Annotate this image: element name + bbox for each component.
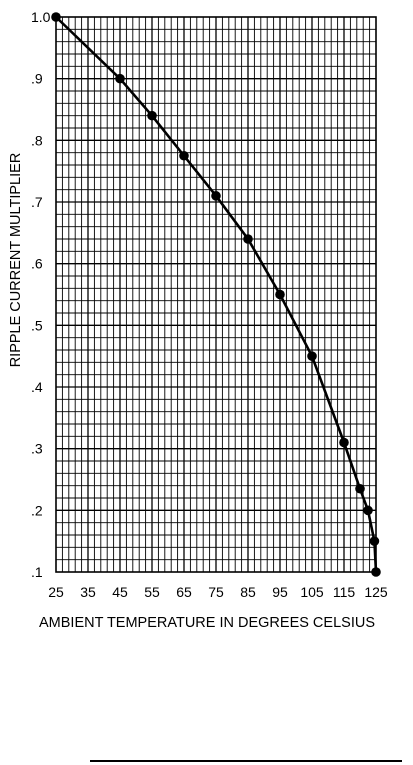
y-tick-label: .6 [31,256,43,272]
data-point [211,191,221,201]
data-point [243,234,253,244]
data-point [179,150,189,161]
data-point [355,483,365,494]
data-points [51,12,381,577]
data-point [371,567,381,577]
plot-border [55,16,377,573]
data-point [51,12,61,22]
x-tick-label: 125 [364,584,388,600]
x-tick-label: 75 [208,584,224,600]
y-tick-label: .5 [31,317,43,333]
plot-frame [55,16,377,573]
x-tick-label: 105 [300,584,324,600]
y-tick-labels: .1 .2 .3 .4 .5 .6 .7 .8 .9 1.0 [31,9,51,580]
divider-rule [90,760,402,762]
x-tick-label: 45 [112,584,128,600]
data-point [339,437,349,448]
y-tick-label: .1 [31,564,43,580]
y-tick-label: .2 [31,502,43,518]
x-tick-label: 55 [144,584,160,600]
data-point [363,505,373,516]
x-tick-label: 25 [48,584,64,600]
y-tick-label: .7 [31,194,43,210]
x-tick-label: 35 [80,584,96,600]
x-tick-label: 95 [272,584,288,600]
data-point [147,110,157,121]
data-point [275,289,285,300]
x-tick-label: 115 [333,584,356,600]
data-point [307,351,317,361]
y-tick-label: 1.0 [31,9,51,25]
x-tick-label: 65 [176,584,192,600]
y-axis-title: RIPPLE CURRENT MULTIPLIER [8,153,24,368]
x-tick-labels: 25 35 45 55 65 75 85 95 105 115 125 [48,584,388,600]
y-tick-label: .8 [31,132,43,148]
data-point [369,536,380,546]
data-point [115,73,125,84]
x-axis-title: AMBIENT TEMPERATURE IN DEGREES CELSIUS [39,615,375,631]
y-tick-label: .3 [31,441,43,457]
y-tick-label: .9 [31,71,43,87]
x-tick-label: 85 [240,584,256,600]
y-tick-label: .4 [31,379,43,395]
grid [56,17,376,572]
